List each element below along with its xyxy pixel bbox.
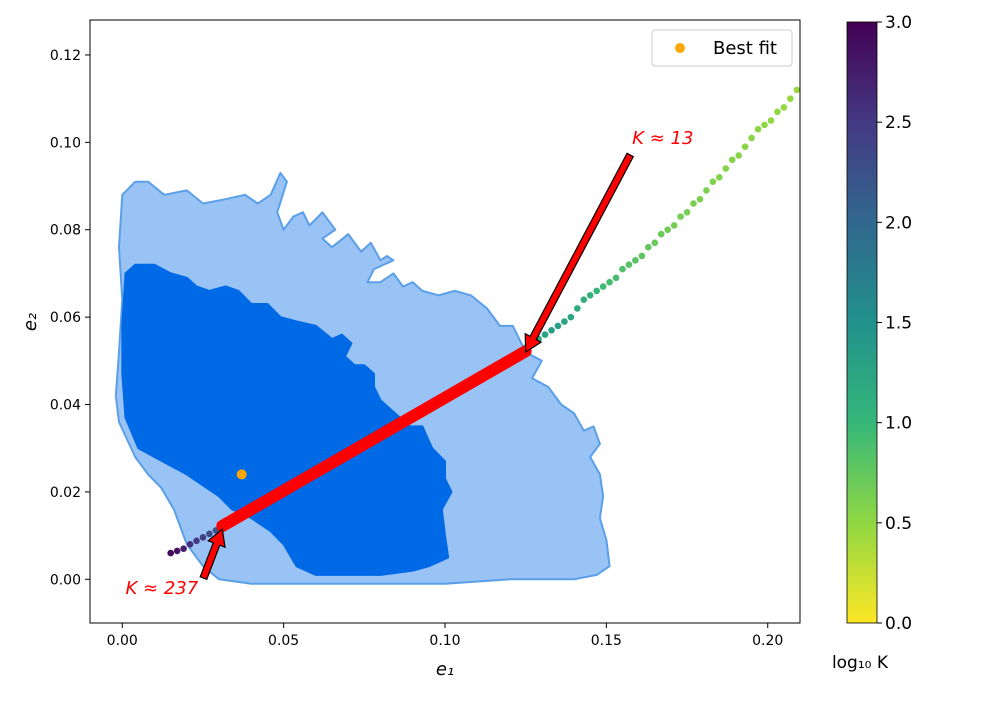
annotation-label: K ≈ 237: [126, 578, 199, 599]
k-point: [709, 178, 717, 185]
annotation-arrow: [199, 527, 226, 581]
colorbar-tick-label: 1.5: [885, 314, 912, 334]
y-tick-label: 0.00: [50, 572, 81, 588]
y-tick-label: 0.10: [50, 135, 81, 151]
k-point: [567, 313, 575, 321]
k-point: [645, 243, 652, 251]
k-point: [574, 305, 581, 312]
k-point: [728, 156, 736, 164]
y-tick-label: 0.04: [50, 398, 81, 414]
k-point: [748, 134, 755, 142]
k-point: [541, 331, 549, 338]
k-point: [599, 283, 607, 290]
legend-best-fit-marker: [675, 43, 685, 53]
y-tick-label: 0.02: [50, 485, 81, 501]
k-point: [586, 291, 594, 299]
y-axis: 0.00 0.02 0.04 0.06 0.08 0.10 0.12: [50, 48, 90, 588]
best-fit-point: [236, 469, 247, 480]
colorbar-tick-label: 2.5: [885, 113, 912, 133]
k-point: [735, 152, 742, 159]
annotations: K ≈ 13 K ≈ 237: [126, 128, 694, 599]
plot-area: [114, 86, 800, 585]
red-segment: [216, 345, 532, 532]
x-tick-label: 0.00: [107, 633, 138, 649]
k-point: [612, 274, 620, 282]
contour-inner: [121, 263, 453, 576]
k-point: [173, 547, 181, 555]
k-point: [580, 296, 588, 303]
annotation-arrow: [524, 152, 635, 354]
k-point: [606, 278, 613, 286]
k-point: [638, 252, 646, 260]
k-point: [657, 230, 665, 238]
k-point: [722, 165, 730, 172]
legend: Best fit: [651, 29, 793, 67]
k-point: [554, 322, 562, 330]
colorbar-tick-label: 0.5: [885, 514, 912, 534]
k-point: [632, 257, 639, 264]
k-point: [677, 213, 684, 220]
y-axis-label: e₂: [20, 313, 41, 331]
annotation-label: K ≈ 13: [632, 128, 693, 149]
k-point: [741, 143, 749, 151]
k-point: [793, 86, 800, 94]
legend-box: [651, 29, 793, 67]
k-point: [774, 108, 781, 116]
x-tick-label: 0.20: [752, 633, 783, 649]
k-point: [193, 537, 200, 545]
k-point: [703, 187, 710, 194]
k-point: [754, 125, 762, 133]
colorbar-tick-label: 1.0: [885, 414, 912, 434]
k-point: [561, 318, 568, 325]
k-point: [199, 534, 207, 541]
k-point: [787, 95, 794, 102]
k-point: [767, 117, 775, 124]
x-tick-label: 0.15: [591, 633, 622, 649]
k-point: [716, 174, 723, 181]
y-tick-label: 0.08: [50, 223, 81, 239]
k-point: [683, 208, 691, 216]
x-tick-label: 0.10: [429, 633, 460, 649]
x-tick-label: 0.05: [268, 633, 299, 649]
k-point: [167, 549, 174, 557]
k-point: [761, 121, 768, 129]
colorbar-ticks: 0.0 0.5 1.0 1.5 2.0 2.5 3.0: [877, 13, 912, 634]
k-point: [548, 326, 555, 334]
colorbar-bar: [846, 21, 878, 624]
k-point: [593, 287, 600, 295]
x-axis: 0.00 0.05 0.10 0.15 0.20: [107, 623, 783, 649]
k-point: [690, 200, 697, 207]
colorbar-tick-label: 2.0: [885, 213, 912, 233]
y-tick-label: 0.06: [50, 310, 81, 326]
k-point: [664, 226, 671, 234]
k-point: [670, 222, 678, 229]
k-point: [651, 239, 659, 247]
y-tick-label: 0.12: [50, 48, 81, 64]
k-point: [180, 545, 187, 553]
colorbar: 0.0 0.5 1.0 1.5 2.0 2.5 3.0 log₁₀ K: [832, 13, 912, 673]
k-point: [186, 541, 194, 548]
k-point: [780, 104, 788, 111]
x-axis-label: e₁: [436, 659, 454, 680]
colorbar-tick-label: 0.0: [885, 614, 912, 634]
colorbar-tick-label: 3.0: [885, 13, 912, 33]
k-point: [619, 265, 626, 273]
colorbar-label: log₁₀ K: [832, 653, 889, 673]
k-point: [696, 195, 704, 203]
k-point: [206, 530, 213, 538]
legend-best-fit-label: Best fit: [713, 38, 777, 59]
k-point: [625, 261, 633, 268]
